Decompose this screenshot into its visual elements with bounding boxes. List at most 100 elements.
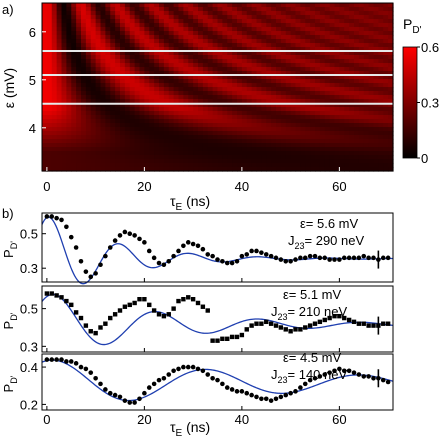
data-point: [78, 259, 84, 264]
heatmap-cell: [256, 67, 262, 72]
heatmap-cell: [329, 31, 336, 36]
data-point: [132, 233, 137, 238]
heatmap-cell: [344, 7, 350, 12]
heatmap-cell: [198, 31, 204, 36]
heatmap-cell: [354, 155, 360, 160]
heatmap-cell: [173, 143, 180, 148]
heatmap-cell: [354, 35, 360, 40]
heatmap-cell: [315, 87, 321, 92]
heatmap-cell: [280, 75, 287, 80]
heatmap-cell: [61, 19, 67, 24]
heatmap-cell: [383, 135, 389, 140]
heatmap-cell: [144, 47, 150, 52]
heatmap-cell: [159, 7, 165, 12]
data-point: [176, 248, 181, 254]
heatmap-cell: [329, 111, 336, 116]
heatmap-cell: [363, 115, 370, 120]
data-point: [337, 366, 342, 372]
heatmap-cell: [251, 67, 258, 72]
heatmap: [42, 3, 394, 172]
heatmap-cell: [207, 159, 214, 164]
heatmap-cell: [100, 139, 106, 144]
heatmap-cell: [207, 163, 214, 168]
heatmap-cell: [81, 55, 87, 60]
heatmap-cell: [310, 31, 316, 36]
heatmap-cell: [178, 23, 184, 28]
heatmap-cell: [378, 83, 384, 88]
heatmap-cell: [334, 15, 340, 20]
heatmap-cell: [212, 115, 219, 120]
heatmap-cell: [300, 39, 306, 44]
trace-y-label-sub: D': [9, 375, 19, 383]
heatmap-cell: [344, 39, 350, 44]
heatmap-cell: [144, 67, 150, 72]
heatmap-cell: [129, 7, 136, 12]
heatmap-cell: [241, 79, 248, 84]
heatmap-cell: [90, 143, 97, 148]
heatmap-cell: [339, 91, 345, 96]
heatmap-cell: [76, 155, 82, 160]
heatmap-cell: [173, 31, 180, 36]
heatmap-cell: [183, 35, 189, 40]
heatmap-cell: [266, 95, 272, 100]
heatmap-cell: [163, 35, 170, 40]
heatmap-cell: [237, 43, 243, 48]
heatmap-cell: [154, 7, 160, 12]
heatmap-cell: [368, 155, 375, 160]
heatmap-cell: [163, 71, 170, 76]
heatmap-cell: [100, 155, 106, 160]
heatmap-cell: [95, 11, 102, 16]
heatmap-cell: [305, 71, 311, 76]
heatmap-cell: [368, 31, 375, 36]
heatmap-cell: [222, 91, 228, 96]
heatmap-cell: [81, 159, 87, 164]
heatmap-cell: [222, 119, 228, 124]
heatmap-cell: [315, 43, 321, 48]
data-point: [371, 323, 376, 328]
heatmap-cell: [256, 7, 262, 12]
heatmap-cell: [280, 43, 287, 48]
heatmap-cell: [51, 79, 58, 84]
heatmap-cell: [110, 87, 116, 92]
heatmap-cell: [368, 95, 375, 100]
heatmap-cell: [354, 167, 360, 172]
heatmap-cell: [100, 107, 106, 112]
heatmap-cell: [95, 79, 102, 84]
heatmap-cell: [51, 71, 58, 76]
data-point: [171, 306, 176, 311]
heatmap-cell: [71, 127, 77, 132]
heatmap-cell: [66, 59, 72, 64]
heatmap-cell: [163, 67, 170, 72]
heatmap-cell: [178, 111, 184, 116]
heatmap-cell: [358, 103, 365, 108]
heatmap-cell: [100, 115, 106, 120]
heatmap-cell: [388, 63, 394, 68]
heatmap-cell: [383, 31, 389, 36]
heatmap-cell: [115, 31, 121, 36]
heatmap-cell: [280, 71, 287, 76]
heatmap-cell: [71, 139, 77, 144]
heatmap-cell: [42, 155, 48, 160]
heatmap-cell: [266, 59, 272, 64]
heatmap-cell: [305, 95, 311, 100]
heatmap-cell: [202, 75, 209, 80]
heatmap-cell: [124, 103, 131, 108]
heatmap-cell: [261, 63, 267, 68]
heatmap-cell: [378, 139, 384, 144]
trace-y-axis-label: PD': [1, 312, 19, 329]
heatmap-cell: [71, 39, 77, 44]
heatmap-cell: [178, 163, 184, 168]
heatmap-cell: [56, 123, 63, 128]
heatmap-cell: [154, 135, 160, 140]
heatmap-cell: [120, 51, 126, 56]
heatmap-cell: [212, 3, 219, 8]
heatmap-cell: [237, 115, 243, 120]
heatmap-cell: [339, 71, 345, 76]
heatmap-cell: [95, 99, 102, 104]
heatmap-cell: [315, 15, 321, 20]
heatmap-cell: [368, 111, 375, 116]
heatmap-cell: [388, 91, 394, 96]
heatmap-cell: [251, 143, 258, 148]
heatmap-cell: [168, 131, 175, 136]
heatmap-cell: [295, 11, 301, 16]
